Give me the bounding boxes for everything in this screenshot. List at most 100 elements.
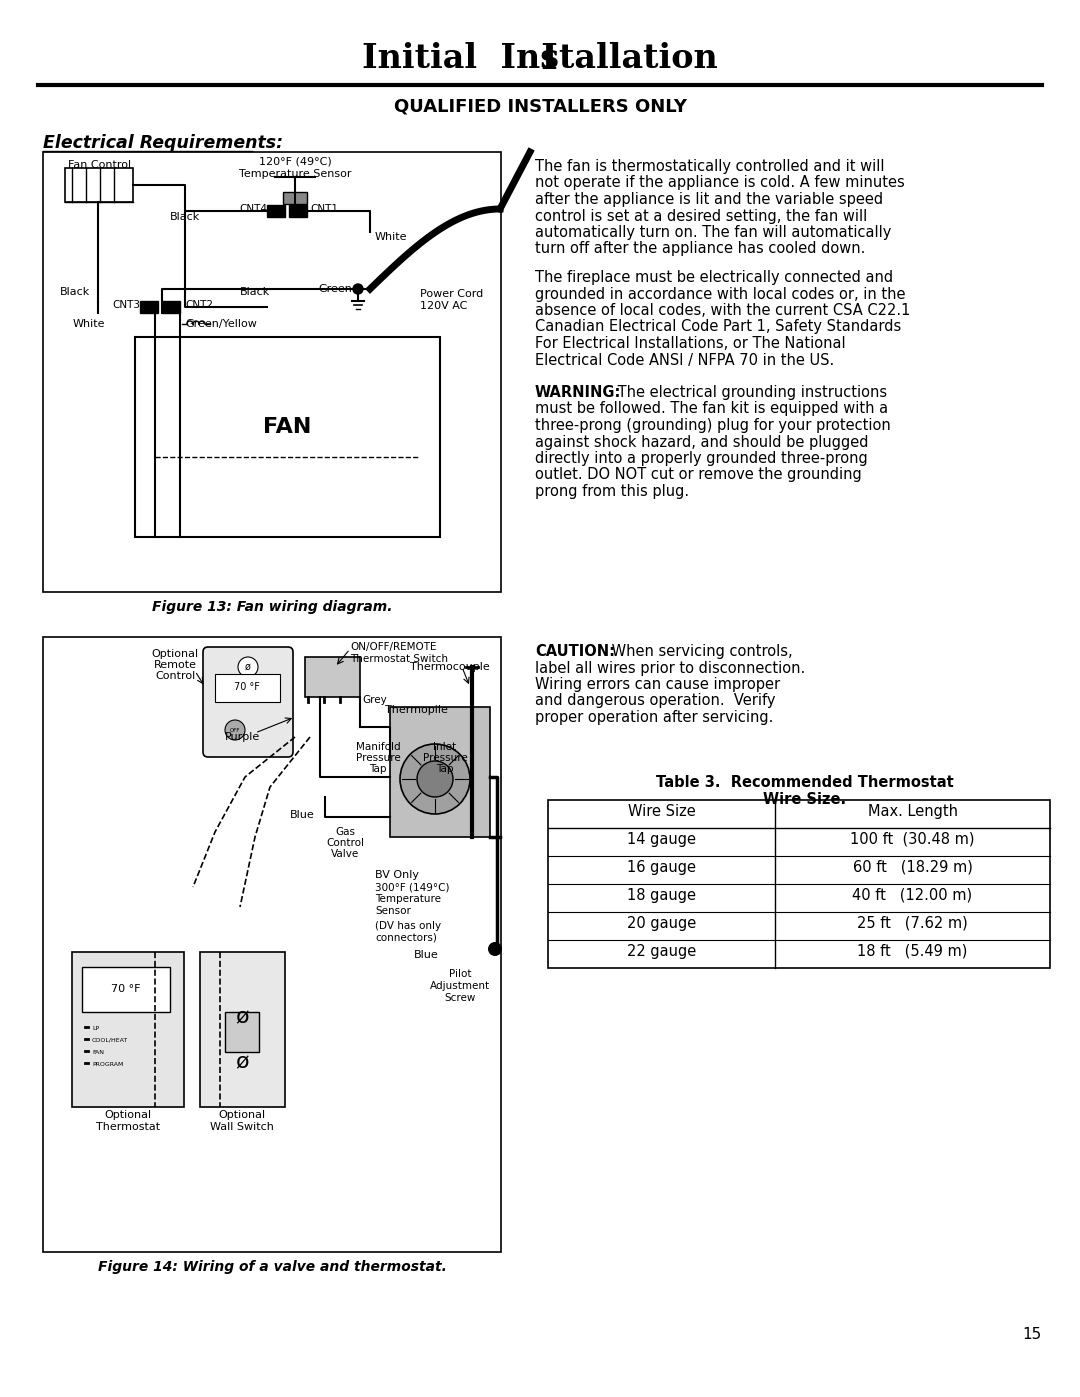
Text: Tap: Tap bbox=[369, 764, 387, 774]
Text: Optional: Optional bbox=[151, 650, 199, 659]
Text: For Electrical Installations, or The National: For Electrical Installations, or The Nat… bbox=[535, 337, 846, 351]
Text: CNT4: CNT4 bbox=[239, 204, 267, 214]
Text: 120V AC: 120V AC bbox=[420, 300, 468, 312]
Text: BV Only: BV Only bbox=[375, 870, 419, 880]
Text: Figure 13: Fan wiring diagram.: Figure 13: Fan wiring diagram. bbox=[152, 599, 392, 615]
Bar bbox=[135, 337, 440, 536]
Text: Figure 14: Wiring of a valve and thermostat.: Figure 14: Wiring of a valve and thermos… bbox=[97, 1260, 446, 1274]
Text: Initial  Installation: Initial Installation bbox=[362, 42, 718, 75]
Text: Adjustment: Adjustment bbox=[430, 981, 490, 990]
Text: Green: Green bbox=[319, 284, 352, 293]
Text: Max. Length: Max. Length bbox=[867, 805, 958, 819]
Text: White: White bbox=[72, 319, 105, 330]
Text: ø: ø bbox=[235, 1007, 248, 1027]
Text: Fan Control: Fan Control bbox=[68, 161, 131, 170]
Bar bbox=[65, 168, 133, 203]
Text: Power Cord: Power Cord bbox=[420, 289, 483, 299]
Text: Pressure: Pressure bbox=[422, 753, 468, 763]
Bar bbox=[390, 707, 490, 837]
Text: CNT3: CNT3 bbox=[112, 300, 140, 310]
Text: (DV has only: (DV has only bbox=[375, 921, 441, 930]
Text: PROGRAM: PROGRAM bbox=[92, 1062, 123, 1067]
Text: Tap: Tap bbox=[436, 764, 454, 774]
Text: 25 ft   (7.62 m): 25 ft (7.62 m) bbox=[858, 916, 968, 930]
Bar bbox=[548, 800, 1050, 968]
Text: against shock hazard, and should be plugged: against shock hazard, and should be plug… bbox=[535, 434, 868, 450]
Text: Blue: Blue bbox=[414, 950, 438, 960]
Text: three-prong (grounding) plug for your protection: three-prong (grounding) plug for your pr… bbox=[535, 418, 891, 433]
Text: LP: LP bbox=[92, 1025, 99, 1031]
Text: Optional: Optional bbox=[105, 1111, 151, 1120]
Text: Sensor: Sensor bbox=[375, 907, 410, 916]
Text: When servicing controls,: When servicing controls, bbox=[607, 644, 793, 659]
Circle shape bbox=[400, 745, 470, 814]
Bar bbox=[267, 205, 285, 217]
Text: FAN: FAN bbox=[92, 1051, 104, 1055]
Text: 70 °F: 70 °F bbox=[234, 682, 260, 692]
Bar bbox=[200, 951, 285, 1106]
Text: The fan is thermostatically controlled and it will: The fan is thermostatically controlled a… bbox=[535, 159, 885, 175]
Text: OFF: OFF bbox=[230, 728, 240, 732]
Text: Screw: Screw bbox=[444, 993, 475, 1003]
Text: ø: ø bbox=[245, 662, 251, 672]
Text: Purple: Purple bbox=[225, 732, 260, 742]
Text: Electrical Code ANSI / NFPA 70 in the US.: Electrical Code ANSI / NFPA 70 in the US… bbox=[535, 352, 834, 367]
Text: I: I bbox=[540, 42, 557, 75]
Text: Temperature: Temperature bbox=[375, 894, 441, 904]
Text: Control: Control bbox=[326, 838, 364, 848]
Text: Wiring errors can cause improper: Wiring errors can cause improper bbox=[535, 678, 780, 692]
Text: The electrical grounding instructions: The electrical grounding instructions bbox=[613, 386, 887, 400]
Text: The fireplace must be electrically connected and: The fireplace must be electrically conne… bbox=[535, 270, 893, 285]
Text: Wire Size.: Wire Size. bbox=[764, 792, 847, 807]
Text: Black: Black bbox=[170, 212, 200, 222]
Text: grounded in accordance with local codes or, in the: grounded in accordance with local codes … bbox=[535, 286, 905, 302]
Bar bbox=[82, 967, 170, 1011]
Text: COOL/HEAT: COOL/HEAT bbox=[92, 1038, 129, 1044]
Text: Wire Size: Wire Size bbox=[627, 805, 696, 819]
Text: Thermostat Switch: Thermostat Switch bbox=[350, 654, 448, 664]
Text: WARNING:: WARNING: bbox=[535, 386, 621, 400]
Text: Black: Black bbox=[60, 286, 91, 298]
Text: Pilot: Pilot bbox=[449, 970, 471, 979]
Text: 15: 15 bbox=[1023, 1327, 1042, 1343]
Text: 40 ft   (12.00 m): 40 ft (12.00 m) bbox=[852, 888, 973, 902]
Text: absence of local codes, with the current CSA C22.1: absence of local codes, with the current… bbox=[535, 303, 910, 319]
Text: after the appliance is lit and the variable speed: after the appliance is lit and the varia… bbox=[535, 191, 883, 207]
Text: Table 3.  Recommended Thermostat: Table 3. Recommended Thermostat bbox=[657, 775, 954, 789]
Bar bbox=[140, 300, 158, 313]
Text: 120°F (49°C): 120°F (49°C) bbox=[258, 156, 332, 168]
Text: Manifold: Manifold bbox=[355, 742, 401, 752]
Text: QUALIFIED INSTALLERS ONLY: QUALIFIED INSTALLERS ONLY bbox=[393, 96, 687, 115]
Text: 100 ft  (30.48 m): 100 ft (30.48 m) bbox=[850, 833, 975, 847]
Bar bbox=[305, 657, 360, 697]
Text: Thermostat: Thermostat bbox=[96, 1122, 160, 1132]
Text: Remote: Remote bbox=[153, 659, 197, 671]
Text: CNT1: CNT1 bbox=[310, 204, 338, 214]
Text: outlet. DO NOT cut or remove the grounding: outlet. DO NOT cut or remove the groundi… bbox=[535, 468, 862, 482]
Bar bbox=[215, 673, 280, 703]
Text: not operate if the appliance is cold. A few minutes: not operate if the appliance is cold. A … bbox=[535, 176, 905, 190]
Text: 22 gauge: 22 gauge bbox=[626, 944, 697, 958]
Text: must be followed. The fan kit is equipped with a: must be followed. The fan kit is equippe… bbox=[535, 401, 888, 416]
Text: connectors): connectors) bbox=[375, 933, 437, 943]
Text: prong from this plug.: prong from this plug. bbox=[535, 483, 689, 499]
Text: Thermopile: Thermopile bbox=[384, 705, 448, 715]
Text: directly into a properly grounded three-prong: directly into a properly grounded three-… bbox=[535, 451, 867, 467]
Text: Temperature Sensor: Temperature Sensor bbox=[239, 169, 351, 179]
Text: 14 gauge: 14 gauge bbox=[627, 833, 696, 847]
Text: and dangerous operation.  Verify: and dangerous operation. Verify bbox=[535, 693, 775, 708]
Bar bbox=[283, 191, 307, 204]
Text: Black: Black bbox=[240, 286, 270, 298]
Text: 70 °F: 70 °F bbox=[111, 983, 140, 995]
Text: Electrical Requirements:: Electrical Requirements: bbox=[43, 134, 283, 152]
FancyBboxPatch shape bbox=[203, 647, 293, 757]
Text: 60 ft   (18.29 m): 60 ft (18.29 m) bbox=[852, 861, 972, 875]
Text: 18 gauge: 18 gauge bbox=[627, 888, 696, 902]
Text: turn off after the appliance has cooled down.: turn off after the appliance has cooled … bbox=[535, 242, 865, 257]
Bar bbox=[43, 152, 501, 592]
Text: 18 ft   (5.49 m): 18 ft (5.49 m) bbox=[858, 944, 968, 958]
Text: label all wires prior to disconnection.: label all wires prior to disconnection. bbox=[535, 661, 806, 676]
Text: Thermocouple: Thermocouple bbox=[410, 662, 490, 672]
Text: FAN: FAN bbox=[264, 416, 312, 437]
Text: White: White bbox=[375, 232, 407, 242]
